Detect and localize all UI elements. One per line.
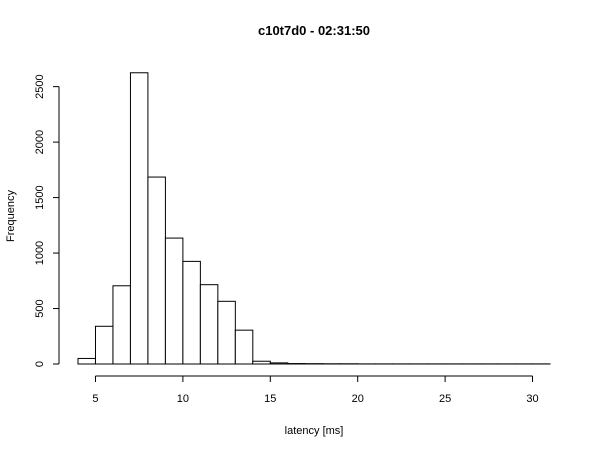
histogram-bar-7 bbox=[199, 284, 219, 365]
histogram-bar-5 bbox=[164, 237, 184, 365]
x-axis-label: latency [ms] bbox=[285, 425, 344, 437]
y-tick-label: 0 bbox=[34, 361, 46, 367]
y-tick-label: 2500 bbox=[34, 74, 46, 98]
y-tick-label: 2000 bbox=[34, 130, 46, 154]
y-tick-label: 1500 bbox=[34, 185, 46, 209]
y-axis: 0 500 1000 1500 2000 2500 bbox=[34, 74, 60, 367]
x-tick-label: 25 bbox=[439, 393, 451, 405]
histogram-bar-3 bbox=[129, 72, 149, 365]
x-tick-label: 20 bbox=[352, 393, 364, 405]
histogram-bar-4 bbox=[147, 176, 166, 365]
histogram-bar-1 bbox=[94, 325, 114, 365]
chart-title: c10t7d0 - 02:31:50 bbox=[258, 23, 370, 38]
histogram-bar-0 bbox=[77, 357, 96, 365]
histogram-bar-9 bbox=[234, 329, 254, 365]
x-tick-label: 30 bbox=[526, 393, 538, 405]
x-axis: 5 10 15 20 25 30 bbox=[92, 375, 539, 405]
y-axis-label: Frequency bbox=[5, 190, 17, 242]
histogram-bar-8 bbox=[217, 300, 236, 365]
x-tick-label: 5 bbox=[92, 393, 98, 405]
histogram-bar-2 bbox=[112, 285, 131, 365]
histogram-bar-10 bbox=[252, 360, 271, 365]
x-tick-label: 10 bbox=[177, 393, 189, 405]
histogram-bar-6 bbox=[182, 260, 201, 365]
y-tick-label: 500 bbox=[34, 299, 46, 317]
y-tick-label: 1000 bbox=[34, 241, 46, 265]
bars-group bbox=[77, 72, 551, 365]
x-tick-label: 15 bbox=[264, 393, 276, 405]
histogram-bar-11 bbox=[269, 362, 289, 365]
